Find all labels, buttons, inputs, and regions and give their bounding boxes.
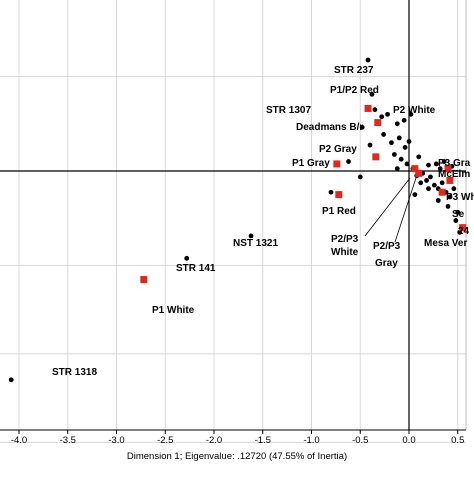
- site-point: [357, 174, 363, 180]
- type-point: [372, 153, 380, 161]
- site-point: [416, 154, 422, 160]
- leader-lines: [364, 177, 417, 243]
- site-point: [435, 198, 441, 203]
- site-point: [359, 124, 365, 130]
- x-tick-label: -2.5: [157, 435, 173, 446]
- site-point: [455, 209, 461, 215]
- point-label: Mesa Ver: [424, 238, 467, 249]
- type-point: [444, 165, 452, 173]
- points-layer: [8, 57, 467, 383]
- labels-layer: STR 237 P1/P2 Red STR 1307 P2 White Deadmans…: [52, 65, 474, 378]
- site-point: [424, 178, 429, 183]
- site-point: [248, 233, 254, 239]
- point-label: McElm: [438, 169, 470, 180]
- site-point: [391, 152, 397, 157]
- site-point: [346, 159, 351, 164]
- point-label: P3 Wh: [446, 192, 474, 203]
- x-tick-label: 0.0: [402, 435, 415, 446]
- site-point: [398, 156, 404, 162]
- site-point: [426, 162, 431, 168]
- site-point: [372, 107, 378, 113]
- point-label: STR 1307: [266, 105, 311, 116]
- type-point: [140, 276, 148, 284]
- point-label: 24: [458, 226, 470, 237]
- site-point: [389, 140, 394, 146]
- x-axis-ticks: -4.5-4.0-3.5-3.0-2.5-2.0-1.5-1.0-0.50.00…: [11, 430, 464, 446]
- point-label: Se: [452, 209, 465, 220]
- site-point: [412, 192, 418, 198]
- type-point: [335, 191, 343, 199]
- site-point: [418, 180, 424, 186]
- site-point: [8, 377, 14, 383]
- site-point: [381, 132, 387, 137]
- type-point: [459, 224, 467, 232]
- site-point: [426, 186, 431, 192]
- site-point: [367, 142, 373, 148]
- site-point: [437, 166, 443, 172]
- site-point: [365, 57, 371, 63]
- point-label: P1/P2 Red: [330, 85, 379, 96]
- type-point: [415, 169, 423, 177]
- site-point: [408, 111, 414, 117]
- point-label: STR 141: [176, 263, 216, 274]
- site-point: [441, 159, 447, 164]
- point-label: P1 Gray: [292, 158, 330, 169]
- x-tick-label: -1.5: [255, 435, 271, 446]
- site-point: [369, 91, 375, 97]
- x-axis-title: Dimension 1; Eigenvalue: .12720 (47.55% …: [127, 451, 347, 462]
- site-point: [453, 218, 459, 223]
- leader-line: [394, 177, 417, 243]
- site-point: [402, 145, 408, 150]
- point-label: P2/P3: [373, 241, 401, 252]
- site-point: [433, 161, 439, 167]
- point-label: P2/P3: [331, 234, 359, 245]
- site-point: [394, 166, 400, 172]
- x-tick-label: -1.0: [303, 435, 319, 446]
- site-point: [428, 174, 433, 180]
- site-point: [406, 139, 412, 144]
- x-tick-label: -3.5: [60, 435, 76, 446]
- point-label: Deadmans B/r: [296, 122, 363, 133]
- site-point: [396, 135, 402, 141]
- point-label: P1 Red: [322, 206, 356, 217]
- point-label: White: [331, 247, 359, 258]
- point-label: P2 White: [393, 105, 436, 116]
- site-point: [401, 117, 407, 123]
- point-label: Gray: [375, 258, 398, 269]
- point-label: STR 237: [334, 65, 374, 76]
- x-tick-label: 0.5: [451, 435, 464, 446]
- site-point: [439, 180, 445, 186]
- site-point: [445, 204, 451, 209]
- site-point: [184, 255, 190, 261]
- point-label: P2 Gray: [319, 144, 357, 155]
- leader-line: [364, 177, 411, 237]
- type-point: [333, 160, 341, 168]
- point-label: P1 White: [152, 305, 195, 316]
- site-point: [404, 161, 410, 167]
- site-point: [385, 111, 390, 117]
- site-point: [328, 189, 334, 195]
- x-tick-label: -2.0: [206, 435, 222, 446]
- site-point: [457, 229, 463, 235]
- x-tick-label: -3.0: [108, 435, 124, 446]
- type-point: [411, 165, 419, 173]
- site-point: [451, 186, 457, 192]
- type-point: [374, 119, 382, 127]
- type-point: [446, 176, 454, 184]
- type-point: [438, 188, 446, 196]
- point-label: STR 1318: [52, 367, 97, 378]
- x-tick-label: -4.0: [11, 435, 27, 446]
- grid-layer: [0, 0, 466, 443]
- site-point: [394, 121, 400, 127]
- point-label: P3 Gra: [438, 158, 471, 169]
- point-label: NST 1321: [233, 238, 278, 249]
- x-tick-label: -0.5: [352, 435, 368, 446]
- site-point: [431, 182, 437, 188]
- type-point: [364, 104, 372, 112]
- site-point: [379, 114, 385, 120]
- site-point: [447, 194, 453, 200]
